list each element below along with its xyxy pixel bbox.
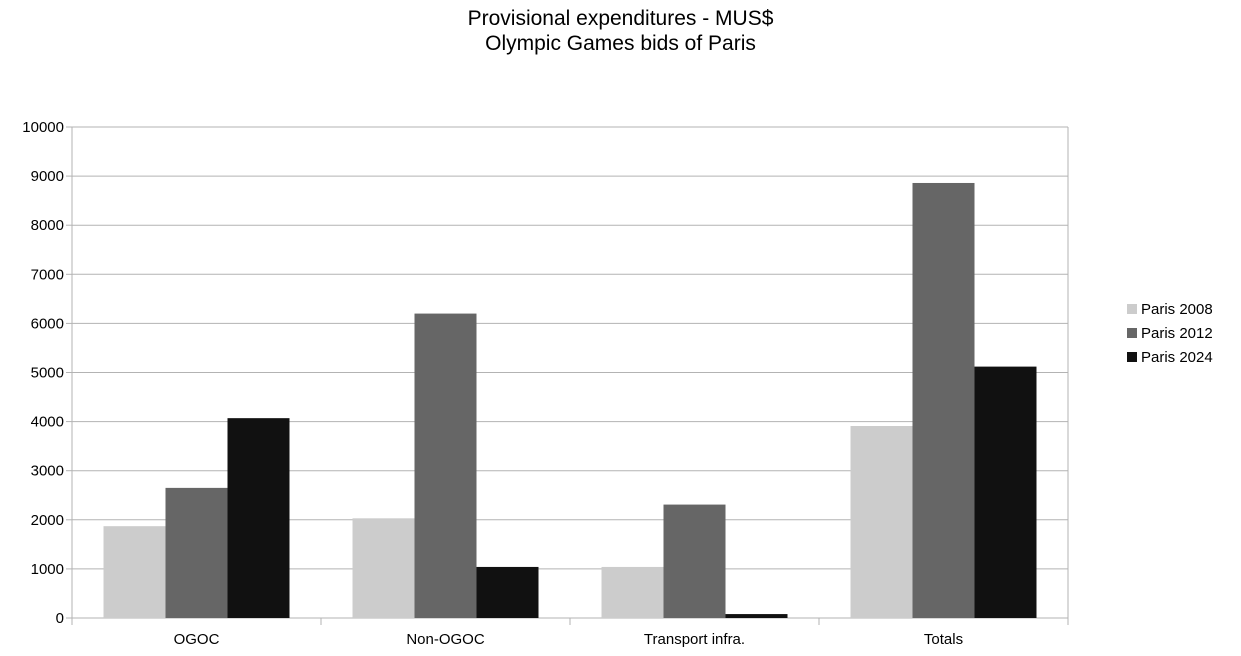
y-tick-label: 9000 (31, 168, 64, 185)
bar-paris-2024-0 (227, 418, 290, 618)
bar-paris-2024-1 (476, 566, 539, 618)
y-tick-label: 8000 (31, 217, 64, 234)
y-tick-label: 3000 (31, 463, 64, 480)
y-tick-label: 7000 (31, 266, 64, 283)
bar-paris-2024-3 (974, 366, 1037, 618)
x-category-label: Non-OGOC (406, 631, 485, 648)
legend-swatch (1127, 352, 1137, 362)
x-category-label: Transport infra. (644, 631, 745, 648)
x-category-label: Totals (924, 631, 963, 648)
y-tick-label: 10000 (22, 119, 64, 136)
legend: Paris 2008 Paris 2012 Paris 2024 (1127, 297, 1213, 369)
y-tick-label: 6000 (31, 315, 64, 332)
bar-paris-2008-2 (601, 566, 664, 618)
bar-paris-2012-3 (912, 182, 975, 618)
legend-swatch (1127, 328, 1137, 338)
chart-title: Provisional expenditures - MUS$ (467, 7, 774, 30)
y-tick-label: 5000 (31, 365, 64, 382)
legend-item: Paris 2024 (1127, 345, 1213, 369)
bar-paris-2008-1 (352, 518, 415, 618)
y-tick-label: 4000 (31, 414, 64, 431)
bars (103, 182, 1037, 618)
chart-subtitle: Olympic Games bids of Paris (485, 32, 756, 55)
chart-title-block: Provisional expenditures - MUS$ Olympic … (0, 6, 1241, 56)
axis-labels: 0 1000 2000 3000 4000 5000 6000 7000 8000 9000 100… (22, 119, 963, 648)
bar-paris-2008-3 (850, 426, 913, 618)
y-tick-label: 1000 (31, 561, 64, 578)
bar-paris-2012-1 (414, 313, 477, 618)
y-tick-label: 2000 (31, 512, 64, 529)
bar-paris-2008-0 (103, 526, 166, 618)
bar-paris-2012-0 (165, 487, 228, 618)
legend-label: Paris 2012 (1141, 324, 1213, 342)
legend-item: Paris 2008 (1127, 297, 1213, 321)
x-category-label: OGOC (174, 631, 220, 648)
legend-label: Paris 2024 (1141, 348, 1213, 366)
bar-paris-2012-2 (663, 504, 726, 618)
legend-item: Paris 2012 (1127, 321, 1213, 345)
bar-paris-2024-2 (725, 614, 788, 618)
legend-swatch (1127, 304, 1137, 314)
legend-label: Paris 2008 (1141, 300, 1213, 318)
y-tick-label: 0 (56, 610, 64, 627)
